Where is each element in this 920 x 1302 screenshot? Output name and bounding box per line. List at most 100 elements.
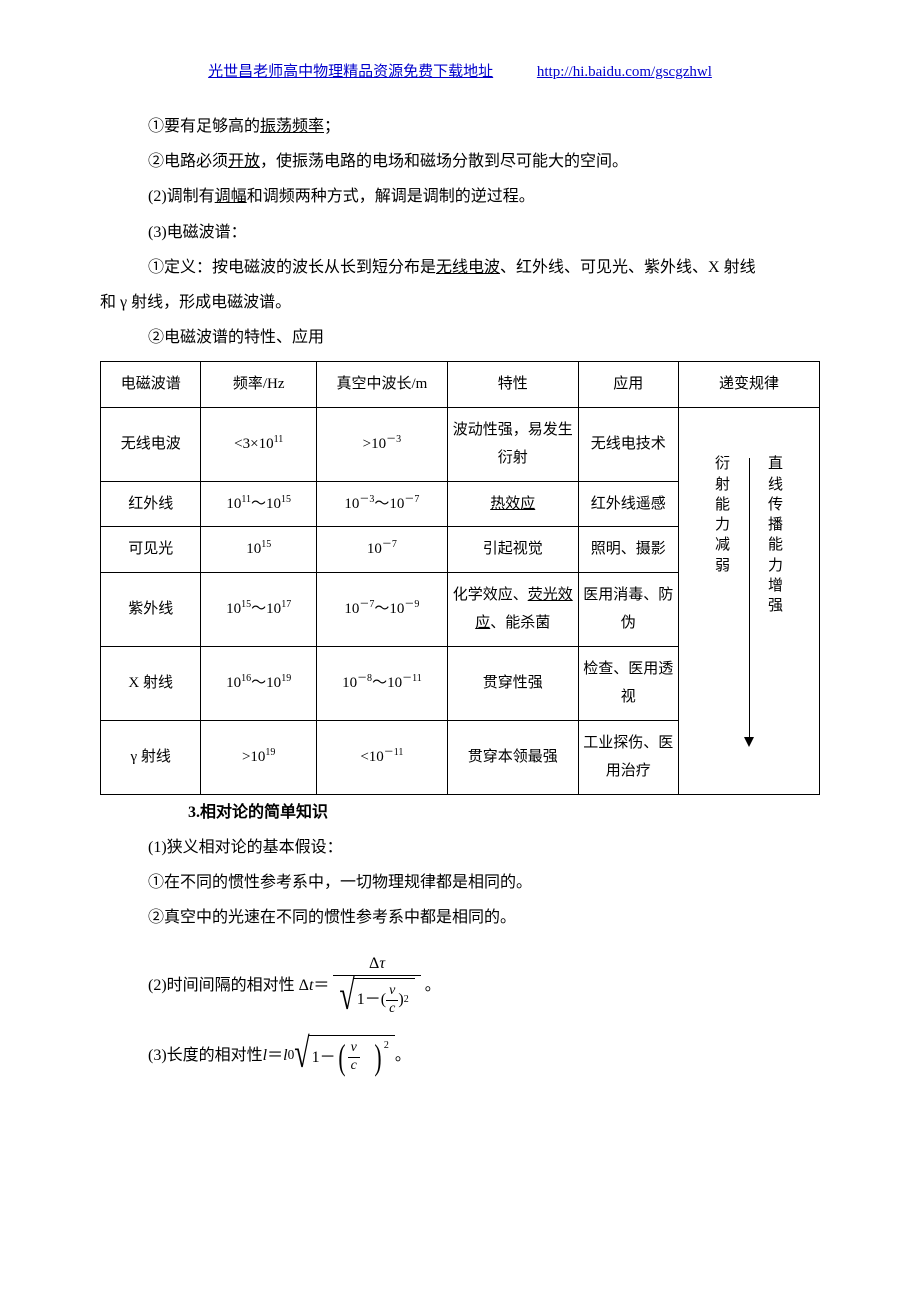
t: ～10 (251, 675, 281, 691)
t: 振荡频率 (260, 118, 324, 135)
cell: 贯穿本领最强 (447, 720, 578, 794)
cell: 检查、医用透视 (578, 646, 678, 720)
sup: －8 (357, 673, 372, 684)
para-5b: 和 γ 射线，形成电磁波谱。 (100, 285, 820, 320)
formula-time-dilation: (2)时间间隔的相对性 Δt＝ Δτ √ 1－(vc)2 。 (100, 954, 820, 1018)
th: 频率/Hz (201, 362, 317, 408)
cell: 无线电波 (101, 407, 201, 481)
cell: 10－8～10－11 (316, 646, 447, 720)
th: 递变规律 (679, 362, 820, 408)
cell: 热效应 (447, 481, 578, 527)
header-url[interactable]: http://hi.baidu.com/gscgzhwl (537, 64, 712, 80)
th: 真空中波长/m (316, 362, 447, 408)
cell: 1015 (201, 527, 317, 573)
trend-cell: 衍射能力减弱 直线传播能力增强 (679, 407, 820, 794)
t: ～10 (251, 496, 281, 512)
t: 化学效应、 (453, 587, 528, 603)
t: >10 (242, 749, 265, 765)
t: 和调频两种方式，解调是调制的逆过程。 (247, 188, 535, 205)
table-row: 电磁波谱 频率/Hz 真空中波长/m 特性 应用 递变规律 (101, 362, 820, 408)
t: ②电路必须 (148, 153, 228, 170)
cell: >1019 (201, 720, 317, 794)
cell: 紫外线 (101, 572, 201, 646)
cell: 工业探伤、医用治疗 (578, 720, 678, 794)
sec3-p1: (1)狭义相对论的基本假设： (100, 830, 820, 865)
label: (2)时间间隔的相对性 Δ (148, 976, 309, 995)
cell: 10－7～10－9 (316, 572, 447, 646)
t: 、红外线、可见光、紫外线、X 射线 (500, 259, 756, 276)
header-title: 光世昌老师高中物理精品资源免费下载地址 (208, 64, 493, 80)
sup: －11 (384, 747, 404, 758)
sup: －7 (382, 539, 397, 550)
t: ，使振荡电路的电场和磁场分散到尽可能大的空间。 (260, 153, 628, 170)
spectrum-table: 电磁波谱 频率/Hz 真空中波长/m 特性 应用 递变规律 无线电波 <3×10… (100, 361, 820, 795)
t: 、能杀菌 (490, 615, 550, 631)
th: 电磁波谱 (101, 362, 201, 408)
cell: 1015～1017 (201, 572, 317, 646)
sup: 17 (281, 599, 291, 610)
t: 10 (226, 496, 241, 512)
th: 特性 (447, 362, 578, 408)
cell: 红外线 (101, 481, 201, 527)
t: <3×10 (234, 436, 273, 452)
sec3-p2: ①在不同的惯性参考系中，一切物理规律都是相同的。 (100, 865, 820, 900)
sup: 15 (281, 494, 291, 505)
sup: 19 (281, 673, 291, 684)
cell: 红外线遥感 (578, 481, 678, 527)
cell: <3×1011 (201, 407, 317, 481)
cell: 波动性强，易发生衍射 (447, 407, 578, 481)
cell: 1011～1015 (201, 481, 317, 527)
t: ； (324, 118, 340, 135)
t: 10 (367, 541, 382, 557)
t: 10 (344, 496, 359, 512)
sup: －7 (404, 494, 419, 505)
t: 10 (344, 601, 359, 617)
t: 10 (226, 675, 241, 691)
t: >10 (363, 436, 386, 452)
trend-left: 衍射能力减弱 (715, 454, 730, 576)
sup: 11 (274, 434, 284, 445)
table-row: 无线电波 <3×1011 >10－3 波动性强，易发生衍射 无线电技术 衍射能力… (101, 407, 820, 481)
cell: 无线电技术 (578, 407, 678, 481)
arrow-down-icon (744, 454, 754, 747)
t: 10 (246, 541, 261, 557)
sup: －3 (386, 434, 401, 445)
t: <10 (360, 749, 383, 765)
t: 调幅 (215, 188, 247, 205)
sup: －7 (359, 599, 374, 610)
cell: >10－3 (316, 407, 447, 481)
cell: <10－11 (316, 720, 447, 794)
page-header: 光世昌老师高中物理精品资源免费下载地址 http://hi.baidu.com/… (100, 60, 820, 81)
sup: 11 (241, 494, 251, 505)
th: 应用 (578, 362, 678, 408)
para-3: (2)调制有调幅和调频两种方式，解调是调制的逆过程。 (100, 179, 820, 214)
formula-length-contraction: (3)长度的相对性 l＝l0 √ 1－(vc )2 。 (100, 1035, 820, 1075)
cell: γ 射线 (101, 720, 201, 794)
para-4: (3)电磁波谱： (100, 215, 820, 250)
sup: 19 (265, 747, 275, 758)
t: ①要有足够高的 (148, 118, 260, 135)
t: 开放 (228, 153, 260, 170)
cell: 化学效应、荧光效应、能杀菌 (447, 572, 578, 646)
cell: 贯穿性强 (447, 646, 578, 720)
cell: 引起视觉 (447, 527, 578, 573)
sup: 15 (241, 599, 251, 610)
para-5a: ①定义：按电磁波的波长从长到短分布是无线电波、红外线、可见光、紫外线、X 射线 (100, 250, 820, 285)
sup: －11 (402, 673, 422, 684)
cell: 照明、摄影 (578, 527, 678, 573)
para-6: ②电磁波谱的特性、应用 (100, 320, 820, 355)
cell: 医用消毒、防伪 (578, 572, 678, 646)
t: 10 (226, 601, 241, 617)
cell: X 射线 (101, 646, 201, 720)
t: ～10 (374, 496, 404, 512)
trend-right: 直线传播能力增强 (768, 454, 783, 616)
sup: 15 (261, 539, 271, 550)
t: 无线电波 (436, 259, 500, 276)
section-3-title: 3.相对论的简单知识 (100, 795, 820, 830)
t: ～10 (374, 601, 404, 617)
cell: 可见光 (101, 527, 201, 573)
sup: －3 (359, 494, 374, 505)
cell: 10－7 (316, 527, 447, 573)
sup: －9 (404, 599, 419, 610)
t: ①定义：按电磁波的波长从长到短分布是 (148, 259, 436, 276)
